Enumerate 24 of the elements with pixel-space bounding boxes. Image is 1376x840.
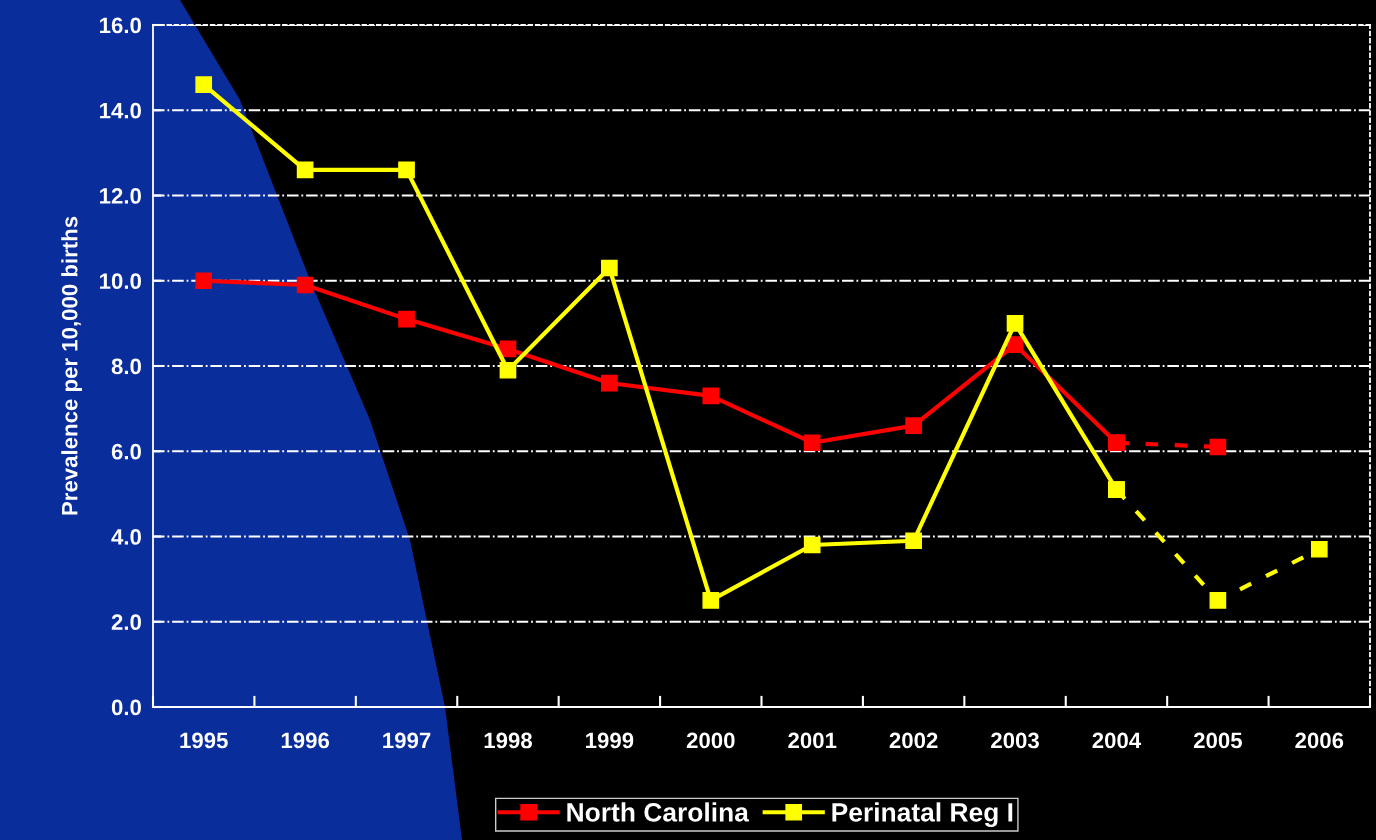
x-tick-label: 1995	[180, 732, 228, 749]
x-tick-label: 1996	[281, 732, 330, 749]
x-tick-label: 2005	[1193, 732, 1242, 749]
x-tick-label: 1999	[586, 732, 634, 749]
x-tick-label: 2003	[991, 732, 1039, 749]
legend-label: North Carolina	[567, 802, 750, 822]
y-tick-label: 12.0	[100, 188, 141, 204]
y-tick-label: 8.0	[111, 358, 141, 375]
y-tick-label: 16.0	[100, 17, 141, 34]
x-tick-label: 2004	[1092, 732, 1142, 749]
y-tick-label: 2.0	[111, 614, 141, 631]
x-tick-label: 1997	[383, 732, 431, 749]
y-axis-title: Prevalence per 10,000 births	[61, 216, 82, 515]
y-tick-label: 6.0	[111, 443, 141, 460]
y-tick-label: 0.0	[111, 699, 141, 716]
x-tick-label: 1998	[484, 732, 532, 749]
y-tick-label: 14.0	[100, 102, 141, 119]
y-tick-label: 10.0	[100, 273, 141, 290]
x-tick-label: 2000	[686, 732, 735, 749]
x-tick-label: 2002	[889, 732, 938, 749]
x-tick-label: 2006	[1295, 732, 1344, 749]
legend-label: Perinatal Reg I	[832, 802, 1013, 828]
y-tick-label: 4.0	[111, 529, 141, 545]
x-tick-label: 2001	[788, 732, 837, 749]
